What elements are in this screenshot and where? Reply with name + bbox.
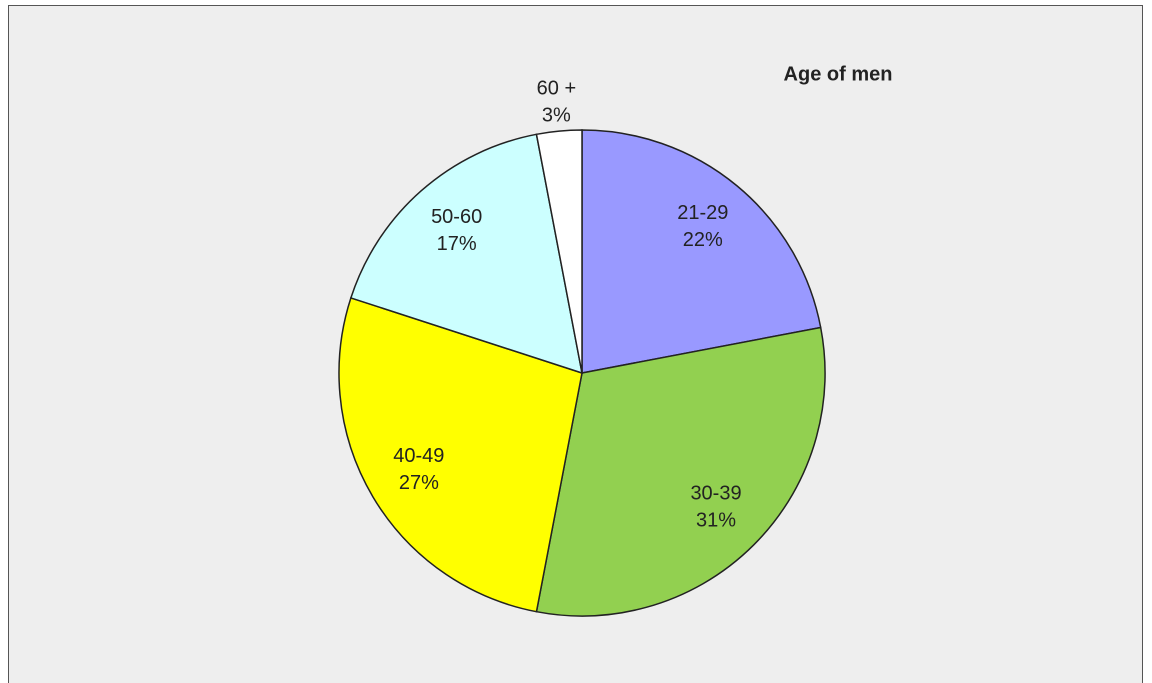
pie-slice bbox=[535, 326, 826, 617]
slice-value-label: 3% bbox=[542, 104, 571, 126]
pie-slice bbox=[349, 133, 583, 375]
slice-label: 40-49 bbox=[393, 445, 444, 467]
chart-title: Age of men bbox=[784, 63, 893, 85]
slice-label: 21-29 bbox=[677, 202, 728, 224]
pie-slice bbox=[535, 129, 583, 374]
slice-value-label: 27% bbox=[399, 472, 439, 494]
slice-label: 30-39 bbox=[690, 482, 741, 504]
slice-value-label: 17% bbox=[437, 233, 477, 255]
slice-value-label: 31% bbox=[696, 509, 736, 531]
pie-slice bbox=[581, 129, 822, 374]
pie-slice bbox=[338, 296, 583, 613]
slice-value-label: 22% bbox=[683, 229, 723, 251]
slice-label: 50-60 bbox=[431, 206, 482, 228]
slice-label: 60 + bbox=[537, 77, 576, 99]
